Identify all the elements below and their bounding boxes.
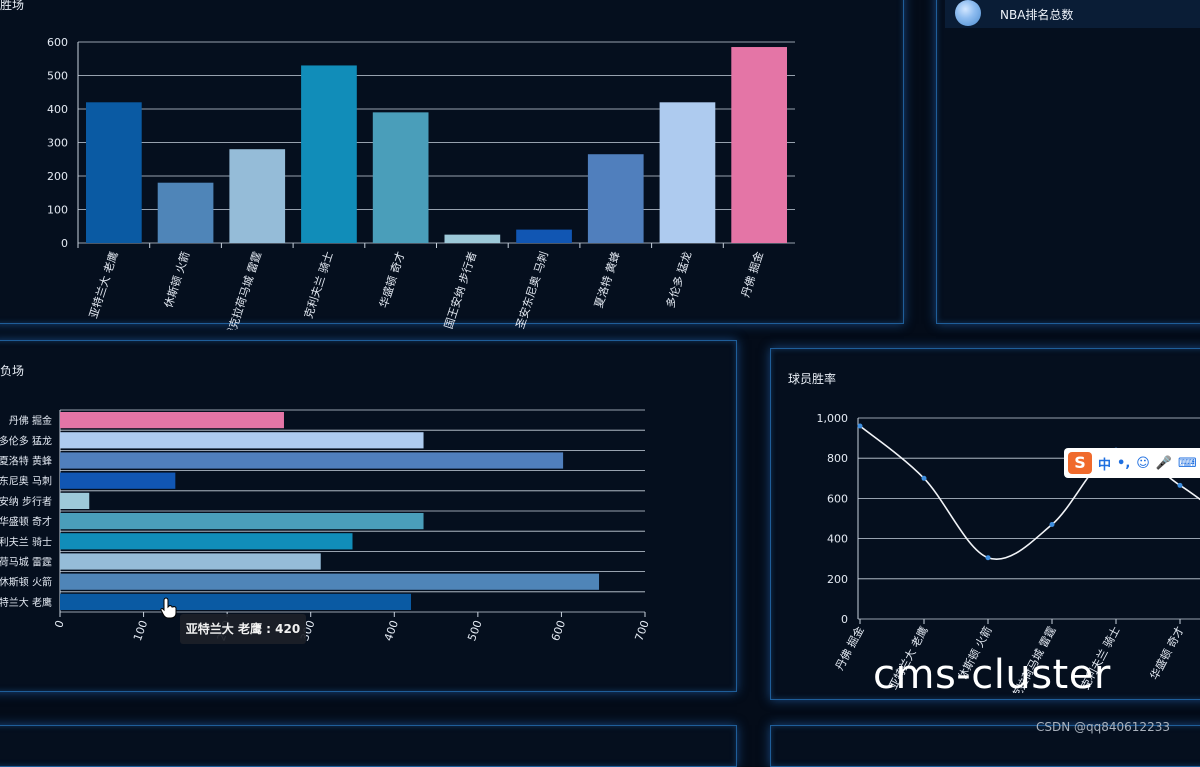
x-tick-label: 多伦多 猛龙 bbox=[663, 250, 694, 310]
y-tick-label: 华盛顿 奇才 bbox=[0, 515, 52, 528]
data-point bbox=[985, 555, 991, 561]
csdn-watermark: CSDN @qq840612233 bbox=[1036, 720, 1170, 734]
y-tick-label: 300 bbox=[47, 137, 68, 150]
y-tick-label: 200 bbox=[47, 170, 68, 183]
legend-circle-icon[interactable] bbox=[955, 0, 981, 26]
bar bbox=[301, 65, 357, 243]
bar bbox=[372, 112, 429, 243]
y-tick-label: 400 bbox=[47, 103, 68, 116]
bar bbox=[60, 472, 176, 489]
ime-keyboard-icon[interactable]: ⌨ bbox=[1178, 455, 1197, 471]
watermark-text: cms-cluster bbox=[873, 652, 1111, 698]
x-tick-label: 100 bbox=[131, 619, 150, 643]
data-point bbox=[1177, 482, 1183, 488]
sogou-logo-icon[interactable]: S bbox=[1068, 452, 1092, 474]
y-tick-label: 圣安东尼奥 马刺 bbox=[0, 475, 52, 488]
bar bbox=[60, 533, 353, 550]
winrate-panel bbox=[770, 348, 1200, 700]
bar bbox=[60, 432, 424, 449]
ime-emoji-icon[interactable]: ☺ bbox=[1136, 455, 1150, 471]
ime-toolbar[interactable]: S 中 •, ☺ 🎤 ⌨ bbox=[1064, 448, 1200, 478]
series-line bbox=[859, 425, 1200, 560]
y-tick-label: 1,000 bbox=[817, 412, 849, 425]
bar bbox=[60, 513, 424, 530]
data-point bbox=[857, 423, 863, 429]
ime-chinese-toggle[interactable]: 中 bbox=[1098, 457, 1112, 473]
y-tick-label: 丹佛 掘金 bbox=[9, 414, 52, 427]
wins-chart-title: 球员胜场 bbox=[0, 0, 25, 12]
y-tick-label: 800 bbox=[827, 452, 848, 465]
x-tick-label: 600 bbox=[549, 619, 568, 643]
y-tick-label: 600 bbox=[827, 492, 848, 505]
x-tick-label: 700 bbox=[632, 619, 651, 643]
y-tick-label: 印第安纳 步行者 bbox=[0, 495, 52, 508]
x-tick-label: 丹佛 掘金 bbox=[738, 250, 766, 300]
data-point bbox=[921, 475, 927, 481]
x-tick-label: 萨克拉门托 国王安纳 步行者 bbox=[423, 250, 479, 330]
bar bbox=[731, 47, 787, 244]
x-tick-label: 400 bbox=[382, 619, 401, 643]
x-tick-label: 夏洛特 黄蜂 bbox=[591, 250, 622, 310]
y-tick-label: 亚特兰大 老鹰 bbox=[0, 596, 52, 609]
losses-chart-title: 球员负场 bbox=[0, 364, 25, 378]
bar bbox=[60, 573, 600, 590]
legend-label[interactable]: NBA排名总数 bbox=[1000, 8, 1074, 22]
bar bbox=[60, 492, 90, 509]
bar bbox=[86, 102, 142, 243]
data-point bbox=[1049, 522, 1055, 528]
x-tick-label: 俄克拉荷马城 雷霆 bbox=[223, 250, 265, 330]
bar bbox=[60, 412, 284, 429]
x-tick-label: 丹佛 掘金 bbox=[832, 624, 867, 673]
legend-bar bbox=[945, 0, 1200, 28]
y-tick-label: 500 bbox=[47, 70, 68, 83]
y-tick-label: 400 bbox=[827, 533, 848, 546]
x-tick-label: 华盛顿 奇才 bbox=[376, 250, 407, 310]
ime-microphone-icon[interactable]: 🎤 bbox=[1155, 455, 1173, 471]
bar bbox=[587, 154, 644, 243]
y-tick-label: 100 bbox=[47, 204, 68, 217]
x-tick-label: 华盛顿 奇才 bbox=[1147, 624, 1187, 682]
bar bbox=[60, 452, 564, 469]
y-tick-label: 休斯顿 火箭 bbox=[0, 576, 52, 589]
hand-cursor-icon bbox=[160, 597, 177, 619]
x-tick-label: 圣安东尼奥 马刺 bbox=[513, 250, 551, 330]
bar bbox=[60, 553, 321, 570]
x-tick-label: 休斯顿 火箭 bbox=[161, 250, 192, 310]
bar bbox=[659, 102, 716, 243]
y-tick-label: 0 bbox=[841, 613, 848, 626]
x-tick-label: 克利夫兰 骑士 bbox=[302, 250, 336, 320]
x-tick-label: 500 bbox=[465, 619, 484, 643]
y-tick-label: 克利夫兰 骑士 bbox=[0, 535, 52, 548]
chart-tooltip: 亚特兰大 老鹰 : 420 bbox=[180, 614, 306, 644]
legend-panel bbox=[936, 0, 1200, 324]
y-tick-label: 0 bbox=[61, 237, 68, 250]
winrate-chart-title: 球员胜率 bbox=[788, 372, 837, 386]
x-tick-label: 亚特兰大 老鹰 bbox=[86, 250, 121, 320]
bottom-panel-left bbox=[0, 725, 737, 767]
ime-punctuation-icon[interactable]: •, bbox=[1117, 455, 1131, 471]
bar bbox=[444, 234, 501, 243]
y-tick-label: 200 bbox=[827, 573, 848, 586]
y-tick-label: 600 bbox=[47, 36, 68, 49]
y-tick-label: 多伦多 猛龙 bbox=[0, 434, 52, 447]
bar bbox=[229, 149, 286, 243]
y-tick-label: 俄克拉荷马城 雷霆 bbox=[0, 556, 52, 569]
wins-bar-chart: 0 100 200 300 400 500 600 亚特兰大 老鹰 休斯顿 火箭 俄克拉荷马城 雷… bbox=[47, 36, 795, 330]
bar bbox=[60, 593, 411, 610]
bar bbox=[516, 229, 572, 243]
bar bbox=[157, 182, 214, 243]
x-tick-label: 0 bbox=[52, 619, 67, 630]
y-tick-label: 夏洛特 黄蜂 bbox=[0, 455, 52, 468]
